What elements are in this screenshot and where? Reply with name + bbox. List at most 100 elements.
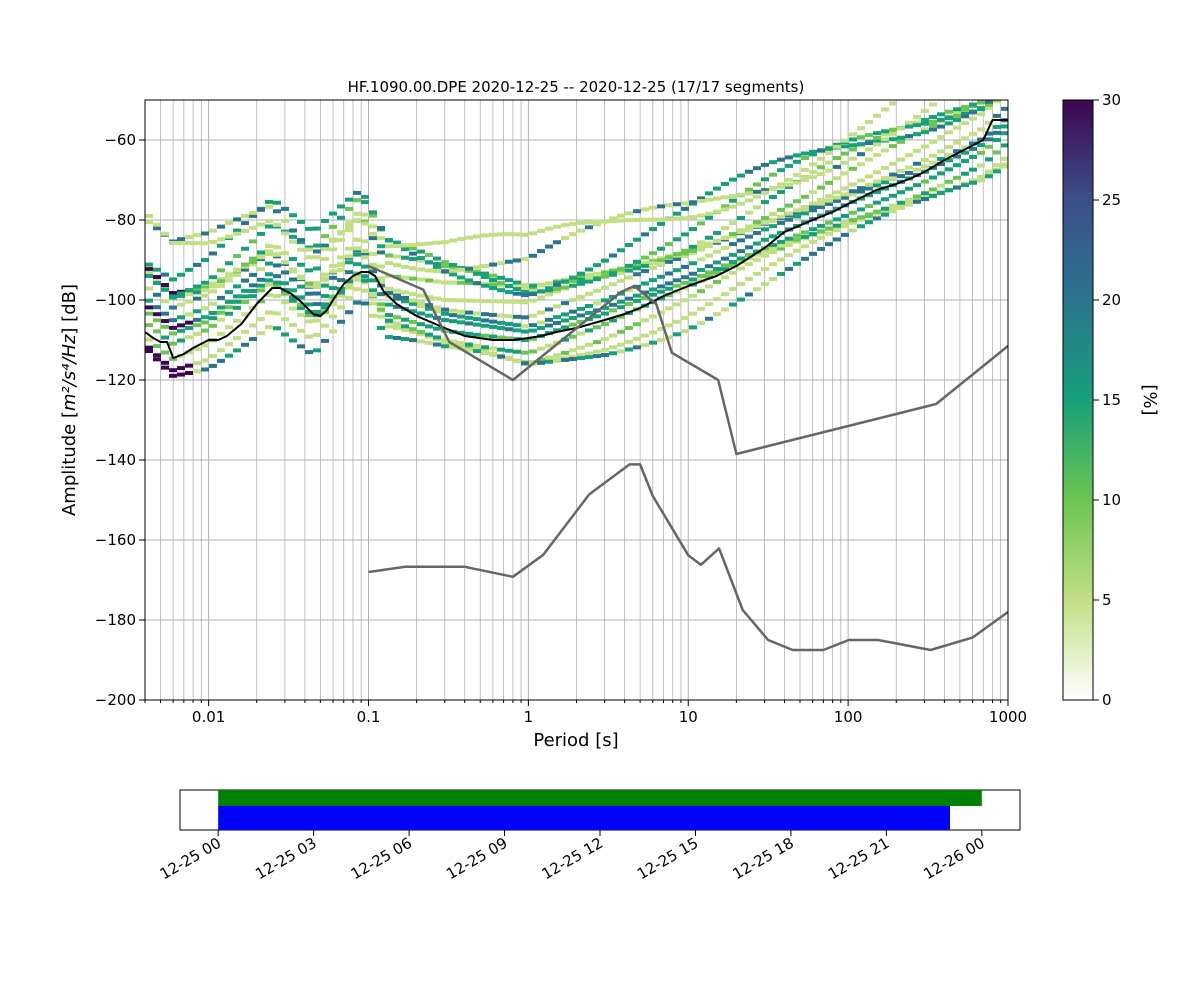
- heatmap-cell: [593, 349, 601, 354]
- heatmap-cell: [329, 211, 337, 216]
- heatmap-cell: [777, 214, 785, 219]
- heatmap-cell: [721, 275, 729, 280]
- heatmap-cell: [729, 242, 737, 247]
- heatmap-cell: [953, 107, 961, 112]
- heatmap-cell: [561, 357, 569, 362]
- heatmap-cell: [585, 342, 593, 347]
- heatmap-cell: [833, 195, 841, 200]
- heatmap-cell: [321, 218, 329, 223]
- heatmap-cell: [545, 292, 553, 297]
- heatmap-cell: [441, 297, 449, 302]
- heatmap-cell: [233, 294, 241, 299]
- heatmap-cell: [537, 228, 545, 233]
- heatmap-cell: [673, 252, 681, 257]
- heatmap-cell: [329, 286, 337, 291]
- heatmap-cell: [953, 113, 961, 118]
- heatmap-cell: [577, 353, 585, 358]
- heatmap-cell: [177, 272, 185, 277]
- heatmap-cell: [745, 210, 753, 215]
- heatmap-cell: [737, 238, 745, 243]
- heatmap-cell: [481, 298, 489, 303]
- heatmap-cell: [873, 153, 881, 158]
- heatmap-cell: [905, 134, 913, 139]
- heatmap-cell: [601, 311, 609, 316]
- heatmap-cell: [777, 239, 785, 244]
- heatmap-cell: [993, 138, 1001, 143]
- heatmap-cell: [825, 201, 833, 206]
- heatmap-cell: [977, 112, 985, 117]
- heatmap-cell: [817, 165, 825, 170]
- heatmap-cell: [561, 337, 569, 342]
- heatmap-cell: [433, 335, 441, 340]
- heatmap-cell: [145, 337, 153, 342]
- heatmap-cell: [513, 280, 521, 285]
- heatmap-cell: [465, 315, 473, 320]
- heatmap-cell: [153, 357, 161, 362]
- heatmap-cell: [177, 366, 185, 371]
- heatmap-cell: [481, 350, 489, 355]
- heatmap-cell: [689, 248, 697, 253]
- heatmap-cell: [409, 242, 417, 247]
- heatmap-cell: [185, 325, 193, 330]
- heatmap-cell: [889, 193, 897, 198]
- heatmap-cell: [425, 268, 433, 273]
- heatmap-cell: [697, 196, 705, 201]
- heatmap-cell: [761, 281, 769, 286]
- heatmap-cell: [561, 350, 569, 355]
- heatmap-cell: [305, 226, 313, 231]
- heatmap-cell: [681, 264, 689, 269]
- heatmap-cell: [713, 209, 721, 214]
- heatmap-cell: [857, 142, 865, 147]
- heatmap-cell: [961, 136, 969, 141]
- heatmap-cell: [793, 214, 801, 219]
- heatmap-cell: [569, 221, 577, 226]
- heatmap-cell: [617, 329, 625, 334]
- heatmap-cell: [873, 183, 881, 188]
- heatmap-cell: [521, 329, 529, 334]
- heatmap-cell: [865, 193, 873, 198]
- heatmap-cell: [353, 218, 361, 223]
- heatmap-cell: [857, 189, 865, 194]
- heatmap-cell: [753, 189, 761, 194]
- time-tick-label: 12-25 00: [157, 834, 224, 883]
- heatmap-cell: [201, 288, 209, 293]
- heatmap-cell: [153, 222, 161, 227]
- timeline-bars: [218, 790, 982, 830]
- heatmap-cell: [769, 172, 777, 177]
- noise-curves: [145, 119, 1008, 652]
- heatmap-cell: [409, 338, 417, 343]
- heatmap-cell: [361, 239, 369, 244]
- heatmap-cell: [257, 222, 265, 227]
- heatmap-cell: [393, 274, 401, 279]
- heatmap-cell: [809, 201, 817, 206]
- heatmap-cell: [689, 244, 697, 249]
- heatmap-cell: [753, 220, 761, 225]
- heatmap-cell: [737, 249, 745, 254]
- heatmap-cell: [849, 137, 857, 142]
- heatmap-cell: [513, 349, 521, 354]
- heatmap-cell: [785, 184, 793, 189]
- heatmap-cell: [201, 315, 209, 320]
- heatmap-cell: [721, 256, 729, 261]
- heatmap-cell: [521, 361, 529, 366]
- heatmap-cell: [913, 167, 921, 172]
- heatmap-cell: [185, 363, 193, 368]
- heatmap-cell: [153, 353, 161, 358]
- heatmap-cell: [833, 198, 841, 203]
- heatmap-cell: [281, 270, 289, 275]
- heatmap-cell: [993, 92, 1001, 96]
- heatmap-cell: [185, 292, 193, 297]
- heatmap-cell: [545, 323, 553, 328]
- heatmap-cell: [569, 275, 577, 280]
- heatmap-cell: [753, 271, 761, 276]
- heatmap-cell: [889, 203, 897, 208]
- heatmap-cell: [889, 206, 897, 211]
- heatmap-cell: [441, 260, 449, 265]
- heatmap-cell: [897, 190, 905, 195]
- heatmap-cell: [689, 325, 697, 330]
- heatmap-cell: [441, 344, 449, 349]
- heatmap-cell: [881, 129, 889, 134]
- heatmap-cell: [633, 263, 641, 268]
- colorbar-tick-label: 25: [1102, 191, 1121, 209]
- heatmap-cell: [649, 261, 657, 266]
